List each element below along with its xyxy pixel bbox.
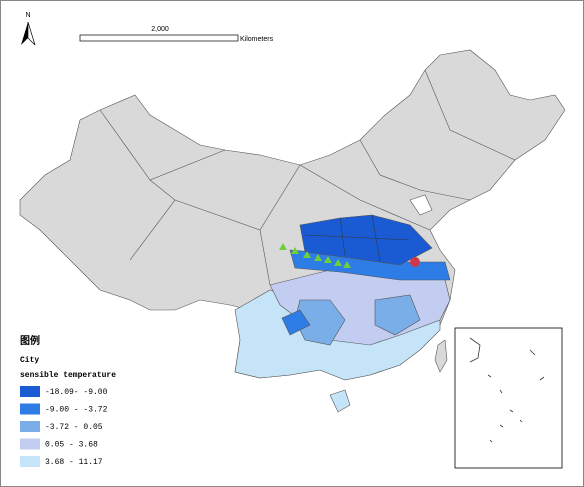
inset <box>454 327 563 469</box>
province-border <box>99 69 516 286</box>
north-arrow <box>27 21 36 46</box>
region <box>281 309 311 336</box>
legend-label: 0.05 - 3.68 <box>45 441 98 450</box>
scale-label: 2,000 <box>151 26 169 33</box>
legend-title: 图例 <box>20 334 40 347</box>
region <box>299 214 433 266</box>
city <box>410 257 420 267</box>
legend-swatch <box>20 386 40 397</box>
scale-bar <box>79 34 239 42</box>
scale-unit: Kilometers <box>240 36 274 43</box>
legend-swatch <box>20 438 40 450</box>
province-border <box>304 214 411 263</box>
legend-swatch <box>20 421 40 432</box>
taiwan <box>434 339 448 373</box>
north-label: N <box>25 12 30 19</box>
inset-islands <box>469 337 545 443</box>
markers <box>279 243 351 268</box>
legend-label: -3.72 - 0.05 <box>45 423 103 432</box>
hainan <box>329 389 351 413</box>
legend-label: 3.68 - 11.17 <box>45 458 103 467</box>
region <box>374 294 421 336</box>
legend-layer: City <box>20 356 39 365</box>
legend-field: sensible temperature <box>20 371 116 380</box>
legend-label: -18.09- -9.00 <box>45 388 108 397</box>
legend-swatch <box>20 456 40 467</box>
bohai <box>409 194 433 216</box>
legend-swatch <box>20 403 40 415</box>
legend-label: -9.00 - -3.72 <box>45 406 108 415</box>
north-arrow <box>21 22 28 45</box>
